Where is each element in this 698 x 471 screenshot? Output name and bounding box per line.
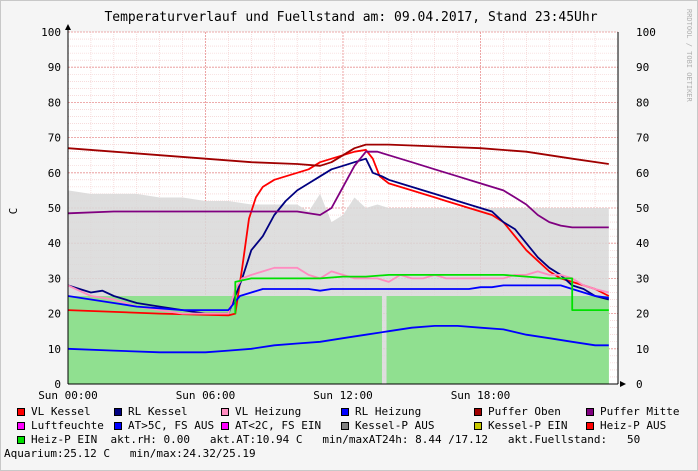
legend-label: RL Heizung <box>355 405 422 418</box>
y-tick-label-right: 10 <box>636 343 649 356</box>
x-tick-label: Sun 18:00 <box>451 389 511 401</box>
legend-label: Kessel-P AUS <box>355 419 435 432</box>
status-line: Heiz-P EIN akt.rH: 0.00 akt.AT:10.94 C m… <box>17 433 692 447</box>
legend-label: VL Kessel <box>31 405 91 418</box>
legend-swatch <box>474 408 482 416</box>
y-tick-label-right: 80 <box>636 96 649 109</box>
y-tick-label-right: 70 <box>636 132 649 145</box>
y-tick-label-left: 40 <box>48 237 61 250</box>
legend-label: Kessel-P EIN <box>488 419 568 432</box>
legend-swatch <box>341 422 349 430</box>
legend-item: AT<2C, FS EIN <box>221 419 341 433</box>
legend-item: AT>5C, FS AUS <box>114 419 221 433</box>
legend-row: Luftfeuchte AT>5C, FS AUS AT<2C, FS EIN Kes… <box>17 419 692 433</box>
legend-label: RL Kessel <box>128 405 188 418</box>
y-tick-label-right: 50 <box>636 202 649 215</box>
series-lines <box>67 143 610 354</box>
x-axis-arrow <box>620 381 626 387</box>
series-line-puffer-mitte <box>67 150 609 229</box>
y-tick-label-right: 0 <box>636 378 643 391</box>
series-line-vl-heizung <box>67 266 610 315</box>
chart: Temperaturverlauf und Fuellstand am: 09.… <box>7 9 693 402</box>
y-tick-label-right: 60 <box>636 167 649 180</box>
legend-swatch <box>221 422 229 430</box>
x-tick-label: Sun 00:00 <box>38 389 98 401</box>
legend-item: Luftfeuchte <box>17 419 114 433</box>
area-fills <box>68 190 609 384</box>
legend-item: RL Kessel <box>114 405 221 419</box>
y-tick-label-right: 40 <box>636 237 649 250</box>
series-line-vl-kessel <box>67 149 610 317</box>
axes: 0 0 10 10 20 20 30 30 40 40 50 50 60 60 70 70 80 80 90 90 10… <box>38 24 656 402</box>
legend-label: VL Heizung <box>235 405 302 418</box>
legend-item: Heiz-P EIN <box>17 433 97 447</box>
legend-label: AT<2C, FS EIN <box>235 419 322 432</box>
y-axis-label: C <box>7 208 20 215</box>
y-tick-label-left: 0 <box>54 378 61 391</box>
y-tick-label-left: 50 <box>48 202 61 215</box>
x-tick-label: Sun 06:00 <box>176 389 236 401</box>
legend-swatch <box>17 408 25 416</box>
legend-item: VL Kessel <box>17 405 114 419</box>
legend: VL Kessel RL Kessel VL Heizung RL Heizung Pu… <box>4 405 692 461</box>
status-readings: akt.rH: 0.00 akt.AT:10.94 C min/maxAT24h… <box>97 433 641 446</box>
legend-swatch <box>341 408 349 416</box>
y-tick-label-right: 30 <box>636 272 649 285</box>
legend-swatch <box>586 422 594 430</box>
y-axis-arrow <box>65 24 71 30</box>
y-tick-label-left: 90 <box>48 61 61 74</box>
x-tick-label: Sun 12:00 <box>313 389 373 401</box>
watermark: RRDTOOL / TOBI OETIKER <box>685 9 693 103</box>
legend-label: Heiz-P AUS <box>600 419 667 432</box>
y-tick-label-right: 100 <box>636 26 656 39</box>
y-tick-label-right: 20 <box>636 308 649 321</box>
series-line-aquarium <box>67 325 609 354</box>
chart-title: Temperaturverlauf und Fuellstand am: 09.… <box>104 10 597 25</box>
y-tick-label-right: 90 <box>636 61 649 74</box>
y-tick-label-left: 10 <box>48 343 61 356</box>
y-tick-label-left: 100 <box>41 26 61 39</box>
legend-label: Puffer Oben <box>488 405 561 418</box>
legend-item: Kessel-P EIN <box>474 419 586 433</box>
legend-swatch <box>474 422 482 430</box>
legend-swatch <box>17 422 25 430</box>
legend-item: VL Heizung <box>221 405 341 419</box>
legend-label: Luftfeuchte <box>31 419 104 432</box>
legend-swatch <box>586 408 594 416</box>
y-tick-label-left: 20 <box>48 308 61 321</box>
series-line-rl-heizung <box>67 284 609 311</box>
legend-item: Kessel-P AUS <box>341 419 474 433</box>
legend-item: Puffer Mitte <box>586 405 692 419</box>
legend-item: Heiz-P AUS <box>586 419 692 433</box>
series-line-heiz-p-ein-line <box>234 274 609 314</box>
legend-label: Puffer Mitte <box>600 405 680 418</box>
legend-swatch <box>114 422 122 430</box>
legend-swatch <box>114 408 122 416</box>
y-tick-label-left: 80 <box>48 96 61 109</box>
legend-item: Puffer Oben <box>474 405 586 419</box>
legend-label: Heiz-P EIN <box>31 433 98 446</box>
legend-swatch <box>221 408 229 416</box>
legend-row: VL Kessel RL Kessel VL Heizung RL Heizung Pu… <box>17 405 692 419</box>
series-line-puffer-oben <box>67 143 609 167</box>
y-tick-label-left: 70 <box>48 132 61 145</box>
y-tick-label-left: 60 <box>48 167 61 180</box>
y-tick-label-left: 30 <box>48 272 61 285</box>
legend-item: RL Heizung <box>341 405 474 419</box>
legend-swatch <box>17 436 25 444</box>
status-aquarium: Aquarium:25.12 C min/max:24.32/25.19 <box>4 447 256 460</box>
legend-label: AT>5C, FS AUS <box>128 419 215 432</box>
